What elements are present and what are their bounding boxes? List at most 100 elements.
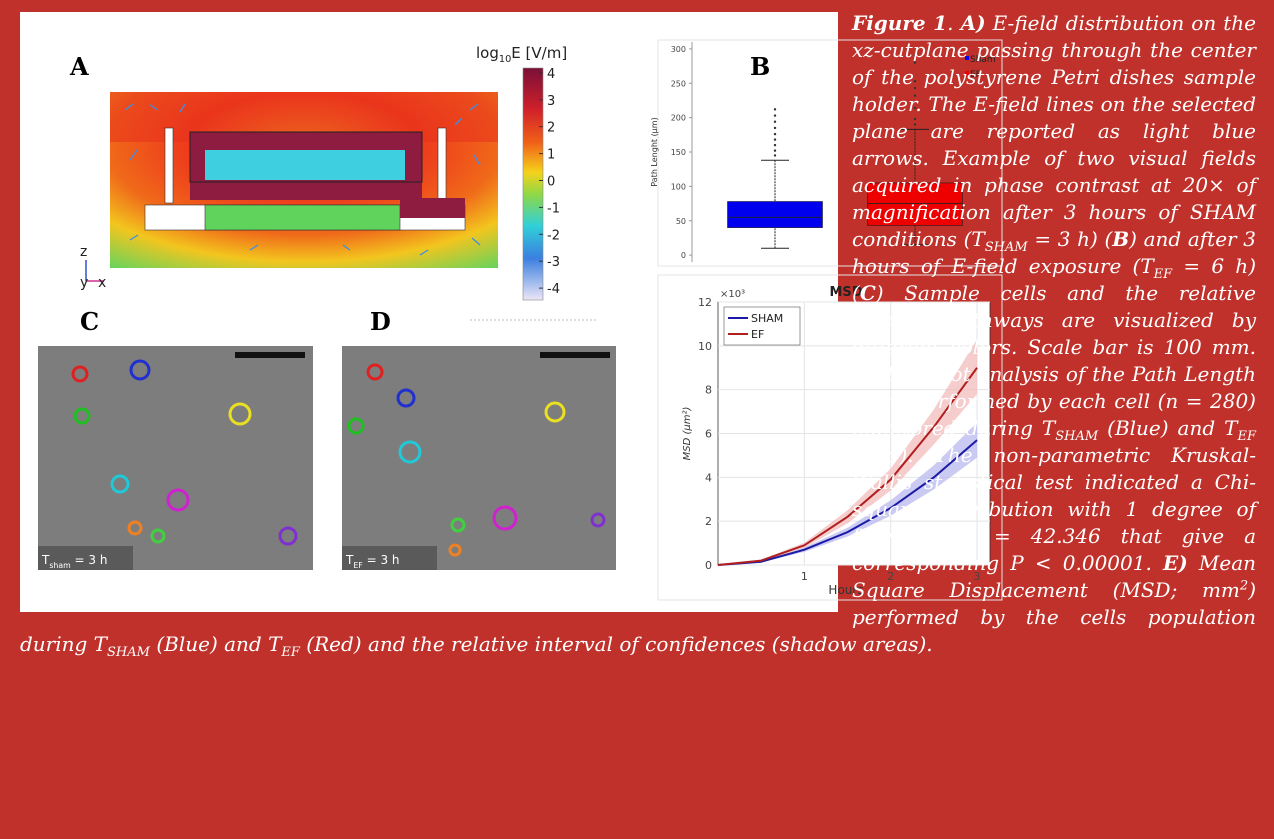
caption-sub: EF: [1237, 429, 1256, 444]
legend-box: [723, 306, 801, 346]
outlier: [913, 79, 917, 83]
caption-text: E-field distribution on the xz-cutplane …: [852, 11, 1256, 251]
colorbar-tick-label: -2: [547, 228, 560, 243]
time-label-base: T: [345, 553, 354, 567]
legend-label: EF: [970, 70, 981, 80]
outlier: [773, 138, 777, 141]
caption-sub: EF: [1153, 267, 1173, 282]
y-tick-label: 2: [705, 515, 712, 528]
time-label: Tsham = 3 h: [41, 553, 107, 570]
colorbar-tick-label: -1: [547, 201, 560, 216]
series-line: [717, 367, 978, 566]
y-tick-label: 0: [681, 251, 686, 260]
outlier: [773, 149, 777, 152]
caption-text: (Blue) and T: [1098, 416, 1238, 440]
caption-sub: SHAM: [984, 240, 1028, 255]
y-tick-label: 4: [705, 471, 712, 484]
caption-bold: A): [960, 11, 986, 35]
x-axis-label: Hours: [828, 583, 863, 597]
figure-space: [20, 10, 838, 616]
box: [867, 182, 963, 226]
caption-bold: B: [1112, 227, 1130, 251]
outlier: [913, 106, 917, 110]
y-tick-label: 8: [705, 384, 712, 397]
outlier: [773, 108, 777, 111]
outlier: [913, 123, 917, 126]
panel-label: D: [370, 307, 391, 336]
outlier: [773, 114, 777, 117]
series-line: [717, 439, 978, 566]
axis-glyph-label: x: [98, 275, 106, 291]
outlier: [913, 94, 917, 97]
outlier: [913, 61, 917, 64]
panel-b-frame: [657, 39, 1003, 267]
colorbar-tick-label: 1: [547, 148, 555, 163]
caption-text: = 6 h) (: [852, 254, 1256, 305]
y-tick-label: 150: [671, 148, 686, 157]
caption-text: ) Sample cells and the relative tracked …: [852, 281, 1256, 359]
axis-glyph-label: z: [80, 244, 87, 260]
x-tick-label: 2: [887, 570, 894, 583]
panel-label: B: [750, 52, 770, 81]
caption-bold: Figure 1: [852, 11, 948, 35]
y-tick-label: 12: [698, 296, 712, 309]
y-axis-label: Path Lenght (μm): [650, 117, 659, 186]
outlier: [773, 120, 777, 123]
micrograph-c: [38, 346, 313, 570]
outlier: [773, 154, 777, 157]
caption-text: (Red). The non-parametric Kruskal-Wallis…: [852, 443, 1256, 575]
legend-swatch: [965, 56, 969, 60]
caption-sub: SHAM: [1055, 429, 1099, 444]
efield-image: [110, 92, 498, 268]
outlier: [913, 86, 917, 90]
caption-text: = 3 h) (: [1027, 227, 1113, 251]
time-label-sub: EF: [353, 561, 363, 570]
axis-glyph-label: y: [80, 275, 88, 291]
caption-bold: C: [859, 281, 876, 305]
y-tick-label: 10: [698, 340, 712, 353]
y-tick-label: 50: [676, 217, 686, 226]
y-tick-label: 300: [671, 45, 686, 54]
time-label-rest: = 3 h: [363, 553, 400, 567]
y-tick-label: 100: [671, 182, 686, 191]
colorbar-tick-label: -3: [547, 255, 560, 270]
colorbar-tick-label: 0: [547, 175, 555, 190]
time-label: TEF = 3 h: [345, 553, 400, 570]
caption-text: ) performed by the cells population duri…: [20, 578, 1256, 656]
time-label-base: T: [41, 553, 50, 567]
x-tick-label: 1: [801, 570, 808, 583]
micrograph-d: [342, 346, 616, 570]
caption-text: (Red) and the relative interval of confi…: [299, 632, 933, 656]
outlier: [913, 54, 917, 57]
outlier: [773, 126, 777, 130]
box: [727, 201, 823, 228]
legend-label: Sham: [970, 55, 996, 65]
y-tick-label: 200: [671, 114, 686, 123]
y-tick-label: 6: [705, 428, 712, 441]
colorbar: [522, 67, 544, 301]
outlier: [773, 132, 777, 136]
legend-swatch: [965, 71, 969, 75]
time-label-sub: sham: [49, 561, 70, 570]
caption-bold: D): [852, 362, 879, 386]
chart-title: MSD: [829, 285, 862, 300]
axis-glyph: [85, 260, 104, 282]
panel-label: C: [80, 307, 99, 336]
outlier: [913, 117, 917, 121]
caption-sub: EF: [281, 645, 300, 660]
legend-label: SHAM: [751, 312, 783, 325]
caption-sub: SHAM: [107, 645, 150, 660]
confidence-band: [718, 422, 978, 565]
y-axis-label: MSD (μm²): [682, 407, 693, 461]
y-multiplier: ×10³: [720, 289, 745, 300]
colorbar-label: log10E [V/m]: [476, 44, 567, 65]
colorbar-tick-label: 3: [547, 94, 555, 109]
x-tick-label: 3: [974, 570, 981, 583]
caption-bold: E): [1163, 551, 1188, 575]
caption-text: .: [947, 11, 961, 35]
caption: Figure 1. A) E-field distribution on the…: [20, 10, 1256, 660]
colorbar-label-base: log: [476, 44, 499, 62]
caption-text: (Blue) and T: [149, 632, 282, 656]
colorbar-tick-label: 2: [547, 121, 555, 136]
